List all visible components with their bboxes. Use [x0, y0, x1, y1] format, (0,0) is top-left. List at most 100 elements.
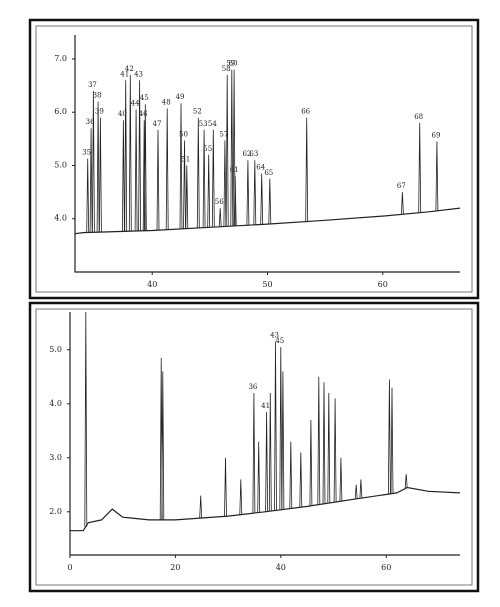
y-tick-label: 2.0 [49, 507, 62, 516]
baseline-trace [70, 486, 461, 532]
peak [86, 158, 90, 233]
peak-label: 43 [270, 332, 279, 340]
peak-label: 56 [215, 198, 224, 206]
peak [354, 484, 358, 499]
x-tick-label: 50 [262, 280, 272, 289]
peak [268, 178, 272, 224]
y-tick-label: 4.0 [54, 214, 67, 223]
peak-label: 38 [93, 92, 102, 100]
y-tick-label: 3.0 [49, 453, 62, 462]
peak [388, 379, 391, 495]
peak-label: 49 [176, 93, 185, 101]
peak [305, 117, 309, 222]
x-tick-label: 40 [147, 280, 157, 289]
peak [233, 176, 237, 226]
peak [199, 495, 203, 519]
y-tick-label: 5.0 [54, 160, 67, 169]
peak-label: 68 [414, 113, 423, 121]
axis [69, 312, 460, 556]
peak-label: 63 [249, 150, 258, 158]
peak [142, 120, 146, 231]
peak [260, 173, 264, 225]
peak-label: 39 [95, 108, 104, 116]
peak-label: 37 [88, 81, 97, 89]
panel-frame [28, 301, 480, 593]
peak [309, 419, 313, 506]
peak [138, 80, 141, 231]
panel-frame [28, 18, 480, 300]
peak [196, 117, 200, 228]
peak-label: 58 [222, 65, 231, 73]
peak-label: 64 [256, 163, 265, 171]
peak [207, 154, 211, 228]
panel-inner-frame [35, 308, 473, 586]
peak [265, 411, 268, 512]
peak [128, 74, 132, 232]
peak-label: 60 [229, 60, 238, 68]
peak [274, 341, 277, 511]
peak-label: 40 [118, 110, 127, 118]
x-tick-label: 20 [170, 563, 180, 572]
peak [165, 108, 169, 230]
peak-label: 43 [134, 70, 143, 78]
peak [99, 117, 102, 233]
peak [279, 347, 283, 510]
peak [253, 160, 257, 225]
peak [211, 129, 215, 228]
peak [257, 441, 261, 513]
peak [418, 122, 422, 213]
peak [327, 392, 331, 504]
peak [359, 479, 363, 499]
peak [179, 103, 183, 229]
peak-label: 35 [82, 149, 91, 157]
x-tick-label: 40 [276, 563, 286, 572]
peak-label: 52 [193, 108, 202, 116]
peak [161, 371, 165, 520]
peak [218, 208, 222, 227]
y-tick-label: 6.0 [54, 107, 67, 116]
peak-label: 46 [139, 110, 148, 118]
peak [202, 129, 206, 228]
peak-label: 45 [140, 94, 149, 102]
peak [92, 90, 95, 233]
peak-label: 47 [153, 120, 162, 128]
peak-label: 45 [275, 337, 284, 345]
peak [134, 109, 138, 232]
y-tick-label: 7.0 [54, 54, 67, 63]
peak [96, 101, 100, 233]
y-tick-label: 4.0 [49, 399, 62, 408]
peak [223, 140, 227, 227]
peak [156, 129, 160, 231]
x-tick-label: 0 [67, 563, 72, 572]
peak [322, 382, 326, 504]
peak-label: 66 [301, 108, 310, 116]
peak [230, 69, 234, 227]
peak-label: 48 [162, 98, 171, 106]
peak [281, 371, 285, 510]
peak-label: 50 [179, 130, 188, 138]
peak-label: 36 [248, 383, 257, 391]
peak-label: 51 [181, 155, 190, 163]
peak [339, 457, 343, 502]
x-tick-label: 60 [378, 280, 388, 289]
peak-label: 36 [86, 118, 95, 126]
peak-label: 57 [219, 130, 228, 138]
peak [317, 376, 321, 505]
peak-label: 55 [203, 145, 212, 153]
peak-label: 41 [261, 402, 270, 410]
peak-label: 67 [397, 182, 406, 190]
peak [89, 128, 93, 233]
peak [289, 441, 293, 509]
peak [435, 141, 439, 211]
peak-label: 69 [431, 132, 440, 140]
peak-label: 42 [125, 65, 134, 73]
peak-label: 65 [264, 169, 273, 177]
peak [224, 457, 227, 517]
peak-label: 62 [242, 150, 251, 158]
peak [185, 165, 189, 229]
y-tick-label: 5.0 [49, 345, 62, 354]
peak [401, 192, 404, 215]
peak [268, 392, 272, 512]
peak-label: 61 [230, 166, 239, 174]
